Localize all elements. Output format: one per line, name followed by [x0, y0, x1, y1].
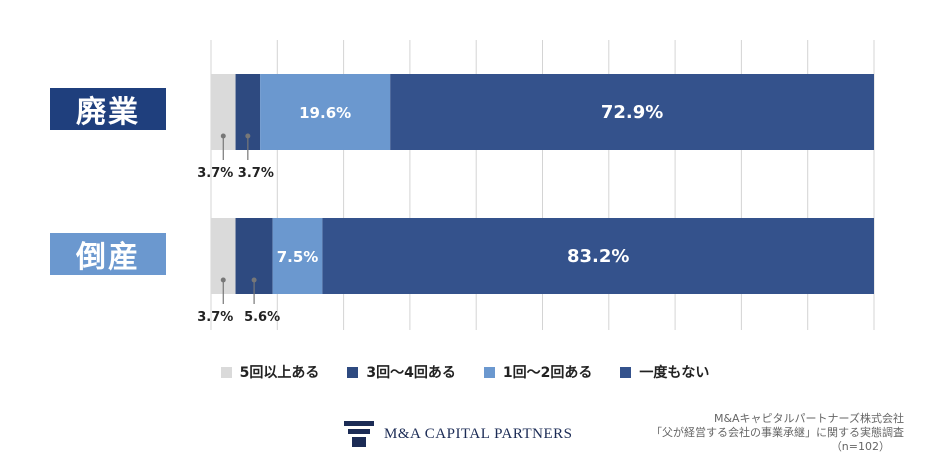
source-company: M&Aキャピタルパートナーズ株式会社	[713, 412, 904, 425]
data-label: 3.7%	[197, 310, 233, 325]
bar-segment	[272, 218, 323, 294]
bar-segment	[390, 74, 874, 150]
legend-item-3to4: 3回〜4回ある	[347, 362, 456, 382]
legend-swatch	[347, 366, 359, 378]
data-label: 5.6%	[244, 310, 280, 325]
data-label: 3.7%	[197, 166, 233, 181]
callout-dot	[245, 133, 251, 139]
bar-segment	[260, 74, 391, 150]
legend-swatch	[620, 366, 632, 378]
logo-text: M&A CAPITAL PARTNERS	[384, 425, 573, 442]
data-label: 7.5%	[277, 248, 319, 266]
category-label-tousan: 倒産	[50, 233, 166, 275]
legend-item-5plus: 5回以上ある	[220, 362, 320, 382]
source-note: M&Aキャピタルパートナーズ株式会社 「父が経営する会社の事業承継」に関する実態…	[651, 412, 904, 454]
legend-label: 3回〜4回ある	[366, 365, 456, 381]
callout-dot	[220, 277, 226, 283]
legend-swatch	[483, 366, 495, 378]
logo-mark-icon	[344, 421, 374, 447]
legend-item-1to2: 1回〜2回ある	[483, 362, 593, 382]
callout-dot	[251, 277, 257, 283]
data-label: 83.2%	[567, 246, 629, 267]
callout-dot	[220, 133, 226, 139]
legend-label: 一度もない	[639, 365, 710, 381]
legend-item-never: 一度もない	[620, 362, 709, 382]
legend-label: 5回以上ある	[239, 365, 320, 381]
source-sample-size: （n=102）	[830, 440, 890, 453]
bars	[211, 74, 874, 294]
company-logo: M&A CAPITAL PARTNERS	[342, 419, 573, 449]
data-label: 3.7%	[238, 166, 274, 181]
data-labels: 3.7% 3.7% 19.6% 72.9% 3.7% 5.6% 7.5% 83.2%	[197, 102, 663, 325]
bar-segment	[322, 218, 874, 294]
data-label: 72.9%	[601, 102, 663, 123]
legend-swatch	[220, 366, 232, 378]
category-label-haigyo: 廃業	[50, 88, 166, 130]
legend: 5回以上ある 3回〜4回ある 1回〜2回ある 一度もない	[0, 362, 930, 382]
source-survey: 「父が経営する会社の事業承継」に関する実態調査	[651, 426, 904, 439]
legend-label: 1回〜2回ある	[502, 365, 593, 381]
data-label: 19.6%	[299, 104, 351, 122]
